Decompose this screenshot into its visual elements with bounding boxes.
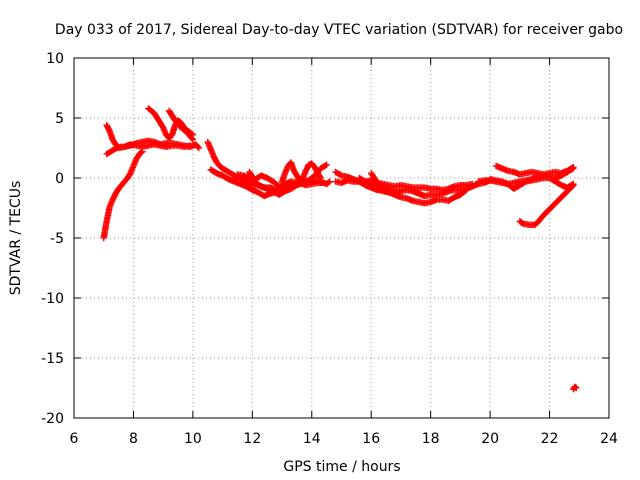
data-point <box>322 162 329 169</box>
data-point <box>325 179 332 186</box>
y-axis-label: SDTVAR / TECUs <box>8 181 24 296</box>
x-tick-label: 12 <box>243 431 261 447</box>
y-tick-label: -15 <box>41 351 64 367</box>
data-point <box>326 178 333 185</box>
data-point <box>195 144 203 152</box>
x-tick-label: 20 <box>481 431 499 447</box>
data-points <box>100 105 580 393</box>
data-point <box>391 186 399 194</box>
data-point <box>568 164 576 172</box>
y-tick-label: 0 <box>55 171 64 187</box>
chart-title: Day 033 of 2017, Sidereal Day-to-day VTE… <box>55 22 623 38</box>
data-point <box>569 183 576 190</box>
data-point <box>573 384 580 392</box>
data-point <box>323 161 330 168</box>
x-axis-label: GPS time / hours <box>283 459 400 475</box>
y-tick-label: -5 <box>50 231 64 247</box>
data-point <box>461 187 469 195</box>
data-point <box>316 173 324 180</box>
data-point <box>317 174 324 182</box>
data-point <box>189 136 197 143</box>
data-point <box>463 186 470 194</box>
x-tick-label: 22 <box>541 431 559 447</box>
grid <box>74 58 609 418</box>
y-tick-label: 10 <box>46 51 64 67</box>
data-point <box>138 149 145 156</box>
y-tick-label: 5 <box>55 111 64 127</box>
data-point <box>188 135 196 142</box>
data-point <box>469 180 476 188</box>
data-point <box>570 182 577 189</box>
data-point <box>186 142 194 149</box>
data-point <box>194 143 202 150</box>
x-tick-label: 6 <box>70 431 79 447</box>
x-tick-label: 18 <box>422 431 440 447</box>
y-tick-label: -10 <box>41 291 64 307</box>
axis-ticks: 6 8 10 12 14 16 18 20 22 24 -20 -15 -10 -5 0 5 10 <box>41 51 618 447</box>
x-tick-label: 16 <box>362 431 380 447</box>
data-point <box>570 164 577 171</box>
x-tick-label: 24 <box>600 431 618 447</box>
x-tick-label: 8 <box>129 431 138 447</box>
x-tick-label: 14 <box>303 431 321 447</box>
x-tick-label: 10 <box>184 431 202 447</box>
y-tick-label: -20 <box>41 411 64 427</box>
